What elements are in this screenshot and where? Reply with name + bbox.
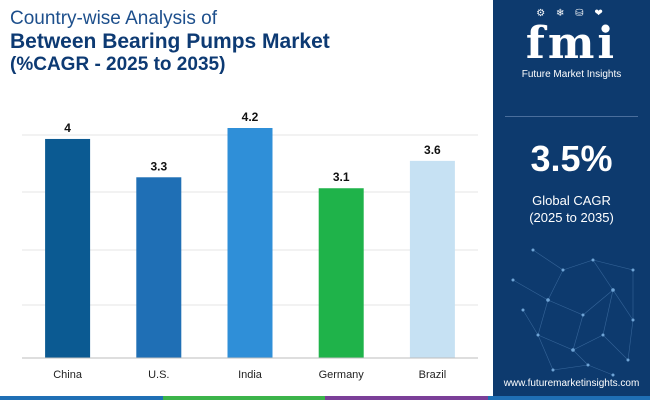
chart-title: Country-wise Analysis of Between Bearing…	[10, 8, 330, 76]
x-tick-label: Brazil	[419, 369, 447, 381]
bar-us	[136, 177, 182, 358]
global-cagr-label-line-1: Global CAGR	[532, 193, 611, 208]
title-line-2: Between Bearing Pumps Market	[10, 30, 330, 53]
data-label: 4	[64, 121, 71, 135]
website-url[interactable]: www.futuremarketinsights.com	[503, 378, 640, 389]
x-tick-label: China	[53, 369, 83, 381]
data-label: 4.2	[242, 110, 259, 124]
global-cagr-label-line-2: (2025 to 2035)	[529, 210, 614, 225]
title-line-3: (%CAGR - 2025 to 2035)	[10, 54, 226, 75]
logo-icons: ⚙ ❄ ⛁ ❤	[536, 8, 607, 19]
data-label: 3.3	[150, 159, 167, 173]
summary-sidebar: ⚙ ❄ ⛁ ❤ fmi Future Market Insights 3.5% …	[493, 0, 650, 400]
bottom-bar-segment	[325, 396, 488, 400]
bar-chart: 4 China 3.3 U.S. 4.2 India 3.1 Germany 3.6 Brazil	[22, 110, 478, 381]
global-cagr-value: 3.5%	[530, 138, 613, 179]
bar-china	[45, 138, 91, 358]
bar-germany	[318, 188, 364, 358]
global-cagr-label: Global CAGR (2025 to 2035)	[493, 192, 650, 226]
bar-india	[227, 128, 273, 358]
chart-panel: Country-wise Analysis of Between Bearing…	[10, 8, 478, 381]
x-tick-label: India	[238, 369, 263, 381]
logo-wordmark: fmi	[525, 18, 618, 69]
data-label: 3.6	[424, 143, 441, 157]
x-tick-label: U.S.	[148, 369, 169, 381]
title-line-1: Country-wise Analysis of	[10, 8, 217, 29]
sidebar-divider	[505, 116, 638, 117]
network-graphic	[511, 248, 635, 377]
logo-subtitle: Future Market Insights	[521, 69, 622, 80]
bottom-bar-segment	[487, 396, 650, 400]
bar-brazil	[409, 160, 455, 358]
x-tick-label: Germany	[319, 369, 365, 381]
fmi-logo: ⚙ ❄ ⛁ ❤ fmi Future Market Insights	[493, 8, 650, 80]
data-label: 3.1	[333, 170, 350, 184]
bottom-color-bar	[0, 396, 650, 400]
bottom-bar-segment	[0, 396, 163, 400]
bottom-bar-segment	[162, 396, 325, 400]
